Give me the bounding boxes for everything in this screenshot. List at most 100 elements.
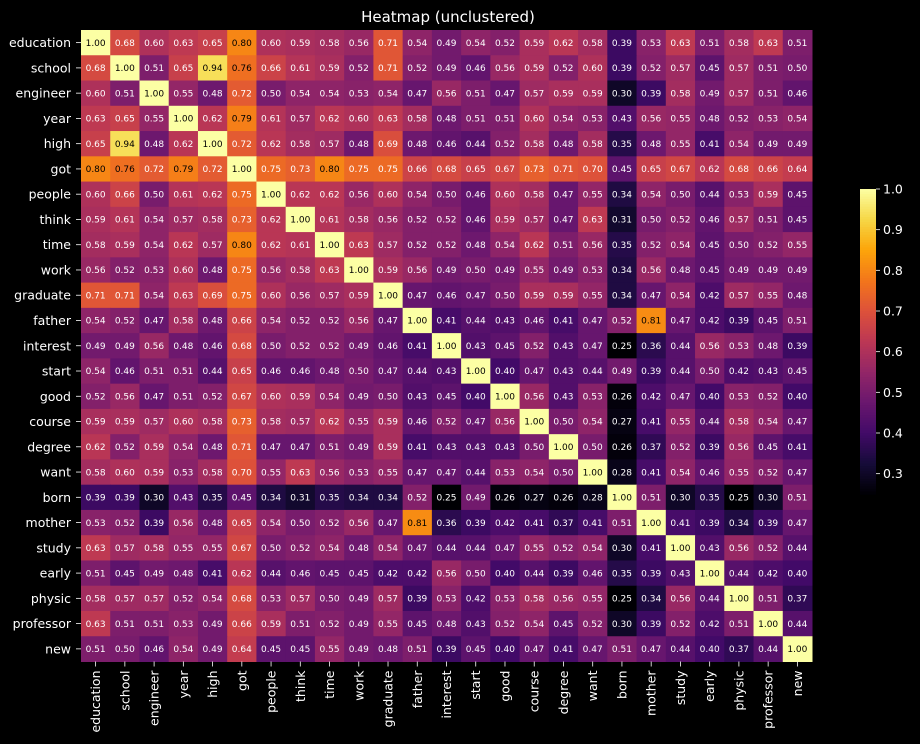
colorbar-segment xyxy=(860,420,876,424)
cell-value-label: 1.00 xyxy=(612,494,632,504)
cell-value-label: 0.57 xyxy=(173,216,193,226)
cell-value-label: 0.51 xyxy=(115,620,135,630)
heatmap-cell xyxy=(314,434,345,460)
colorbar-segment xyxy=(860,382,876,386)
cell-value-label: 0.39 xyxy=(115,494,135,504)
heatmap-cell xyxy=(782,55,813,82)
cell-value-label: 0.39 xyxy=(466,519,486,529)
cell-value-label: 0.50 xyxy=(261,89,281,99)
cell-value-label: 0.43 xyxy=(670,569,690,579)
colorbar-segment xyxy=(860,392,876,396)
row-label: engineer xyxy=(16,86,72,101)
cell-value-label: 0.60 xyxy=(524,115,544,125)
heatmap-cell xyxy=(227,55,257,82)
heatmap-cell xyxy=(607,181,638,208)
cell-value-label: 0.48 xyxy=(553,140,573,150)
cell-value-label: 0.59 xyxy=(378,266,398,276)
heatmap-cell xyxy=(168,610,199,637)
colorbar-segment xyxy=(860,201,876,205)
heatmap-cell xyxy=(168,585,199,612)
cell-value-label: 0.39 xyxy=(641,620,661,630)
heatmap-cell xyxy=(197,535,228,561)
heatmap-cell xyxy=(373,585,404,612)
heatmap-cell xyxy=(197,156,228,183)
heatmap-cell xyxy=(431,30,462,56)
cell-value-label: 0.57 xyxy=(115,544,135,554)
heatmap-cell xyxy=(227,434,257,460)
heatmap-cell xyxy=(724,307,755,334)
cell-value-label: 0.49 xyxy=(436,64,456,74)
cell-value-label: 0.54 xyxy=(173,645,193,655)
heatmap-cell xyxy=(490,156,521,183)
cell-value-label: 0.61 xyxy=(290,241,310,251)
cell-value-label: 0.36 xyxy=(436,519,456,529)
cell-value-label: 0.54 xyxy=(670,291,690,301)
column-label: interest xyxy=(439,670,454,718)
colorbar-segment xyxy=(860,455,876,460)
cell-value-label: 0.55 xyxy=(378,468,398,478)
heatmap-cell xyxy=(110,358,140,385)
cell-value-label: 0.49 xyxy=(787,140,807,150)
heatmap-cell xyxy=(373,105,404,132)
colorbar-segment xyxy=(860,410,876,414)
heatmap-cell xyxy=(81,105,111,132)
heatmap-cell xyxy=(110,257,140,284)
cell-value-label: 0.70 xyxy=(232,468,252,478)
heatmap-cell xyxy=(139,383,170,410)
cell-value-label: 0.56 xyxy=(86,266,106,276)
colorbar-segment xyxy=(860,443,876,447)
heatmap-cell xyxy=(344,535,374,561)
heatmap-cell xyxy=(724,509,755,536)
colorbar-segment xyxy=(860,481,876,485)
row-label: interest xyxy=(23,338,71,353)
heatmap-cell xyxy=(256,383,287,410)
cell-value-label: 1.00 xyxy=(553,443,573,453)
colorbar-segment xyxy=(860,476,876,480)
cell-value-label: 0.49 xyxy=(349,595,369,605)
heatmap-cell xyxy=(695,30,725,56)
heatmap-cell xyxy=(256,560,287,587)
heatmap-cell xyxy=(490,535,521,561)
colorbar-tick-label: 0.5 xyxy=(883,385,903,400)
cell-value-label: 0.56 xyxy=(407,266,427,276)
heatmap-cell xyxy=(227,206,257,233)
cell-value-label: 0.62 xyxy=(203,190,223,200)
cell-value-label: 0.44 xyxy=(787,620,807,630)
heatmap-cell xyxy=(519,408,550,435)
cell-value-label: 0.39 xyxy=(787,342,807,352)
colorbar-segment xyxy=(860,359,876,363)
cell-value-label: 0.54 xyxy=(290,89,310,99)
heatmap-cell xyxy=(227,181,257,208)
colorbar-segment xyxy=(860,394,876,399)
colorbar-segment xyxy=(860,397,876,401)
colorbar-segment xyxy=(860,326,876,330)
cell-value-label: 0.58 xyxy=(86,595,106,605)
cell-value-label: 0.45 xyxy=(700,266,720,276)
cell-value-label: 0.47 xyxy=(553,216,573,226)
cell-value-label: 0.34 xyxy=(612,266,632,276)
cell-value-label: 0.50 xyxy=(553,468,573,478)
heatmap-cell xyxy=(461,333,491,359)
cell-value-label: 0.63 xyxy=(320,266,340,276)
cell-value-label: 0.72 xyxy=(232,89,252,99)
cell-value-label: 0.44 xyxy=(670,367,690,377)
heatmap-cell xyxy=(373,509,404,536)
cell-value-label: 0.48 xyxy=(641,140,661,150)
cell-value-label: 0.57 xyxy=(378,241,398,251)
cell-value-label: 0.45 xyxy=(349,569,369,579)
cell-value-label: 1.00 xyxy=(583,468,603,478)
cell-value-label: 0.53 xyxy=(86,519,106,529)
heatmap-cell xyxy=(81,434,111,460)
heatmap-cell xyxy=(373,206,404,233)
cell-value-label: 0.39 xyxy=(700,519,720,529)
heatmap-cell xyxy=(168,307,199,334)
colorbar-segment xyxy=(860,361,876,365)
cell-value-label: 0.43 xyxy=(466,620,486,630)
heatmap-cell xyxy=(636,484,667,511)
heatmap-cell xyxy=(139,206,170,233)
cell-value-label: 1.00 xyxy=(203,140,223,150)
heatmap-cell xyxy=(461,232,491,258)
cell-value-label: 1.00 xyxy=(86,39,106,49)
heatmap-cell xyxy=(81,408,111,435)
